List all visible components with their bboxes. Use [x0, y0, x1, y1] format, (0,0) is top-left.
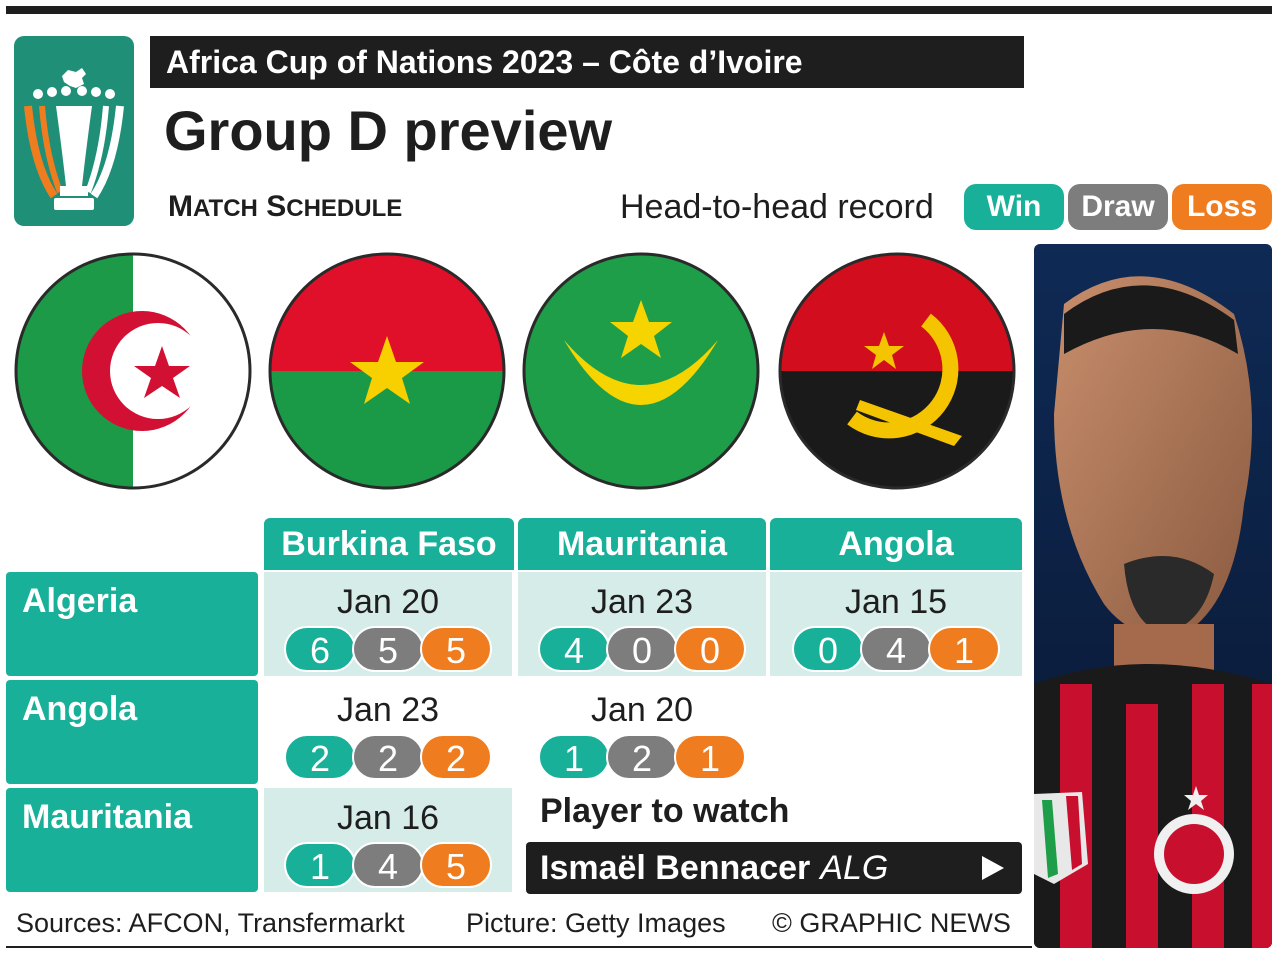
footer-copyright: © GRAPHIC NEWS: [772, 908, 1011, 938]
losses-count: 1: [928, 626, 1000, 672]
page-title: Group D preview: [164, 99, 613, 162]
wins-count: 2: [284, 734, 356, 780]
algeria-flag: [14, 252, 252, 490]
wins-count: 0: [792, 626, 864, 672]
fixture-cell: Jan 23 2 2 2: [264, 680, 512, 784]
legend-loss: Loss: [1172, 184, 1272, 230]
angola-flag: [778, 252, 1016, 490]
footer-picture-credit: Picture: Getty Images: [466, 908, 726, 938]
draws-count: 4: [352, 842, 424, 888]
player-to-watch-bar[interactable]: Ismaël Bennacer ALG: [526, 842, 1022, 894]
fixture-cell: Jan 15 0 4 1: [770, 572, 1022, 676]
fixture-cell: Jan 16 1 4 5: [264, 788, 512, 892]
draws-count: 5: [352, 626, 424, 672]
fixture-cell: Jan 23 4 0 0: [518, 572, 766, 676]
match-date: Jan 23: [590, 583, 694, 621]
wins-count: 6: [284, 626, 356, 672]
draws-count: 2: [352, 734, 424, 780]
match-date: Jan 23: [336, 691, 440, 729]
column-header: Mauritania: [518, 518, 766, 570]
losses-count: 2: [420, 734, 492, 780]
row-header: Mauritania: [6, 788, 258, 892]
footer-sources: Sources: AFCON, Transfermarkt: [16, 908, 405, 938]
footer-rule: [6, 946, 1032, 948]
play-arrow-icon: [982, 856, 1004, 880]
burkina-faso-flag: [268, 252, 506, 490]
section-subtitle: MATCH SCHEDULE: [168, 190, 403, 223]
fixture-cell: Jan 20 1 2 1: [518, 680, 766, 784]
losses-count: 1: [674, 734, 746, 780]
row-header: Angola: [6, 680, 258, 784]
match-date: Jan 16: [336, 799, 440, 837]
match-date: Jan 20: [590, 691, 694, 729]
match-date: Jan 20: [336, 583, 440, 621]
losses-count: 5: [420, 626, 492, 672]
draws-count: 0: [606, 626, 678, 672]
fixture-cell: Jan 20 6 5 5: [264, 572, 512, 676]
draws-count: 4: [860, 626, 932, 672]
mauritania-flag: [522, 252, 760, 490]
column-header: Angola: [770, 518, 1022, 570]
legend-label: Head-to-head record: [620, 188, 934, 226]
player-name: Ismaël Bennacer: [540, 849, 811, 887]
losses-count: 0: [674, 626, 746, 672]
losses-count: 5: [420, 842, 492, 888]
afcon-logo: [14, 36, 134, 226]
player-nationality: ALG: [820, 849, 889, 887]
top-rule: [6, 6, 1272, 14]
legend-win: Win: [964, 184, 1064, 230]
row-header: Algeria: [6, 572, 258, 676]
match-date: Jan 15: [844, 583, 948, 621]
player-to-watch-label: Player to watch: [540, 792, 790, 830]
tournament-banner: Africa Cup of Nations 2023 – Côte d’Ivoi…: [150, 36, 1024, 88]
legend-draw: Draw: [1068, 184, 1168, 230]
player-photo: [1034, 244, 1272, 948]
wins-count: 4: [538, 626, 610, 672]
wins-count: 1: [284, 842, 356, 888]
draws-count: 2: [606, 734, 678, 780]
column-header: Burkina Faso: [264, 518, 514, 570]
wins-count: 1: [538, 734, 610, 780]
